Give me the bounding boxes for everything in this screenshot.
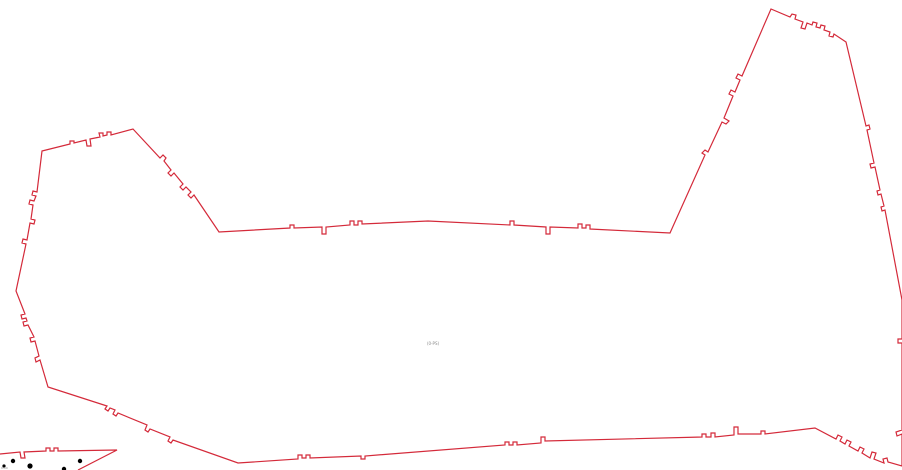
marker-dot (2, 464, 6, 468)
outline-path (15, 8, 902, 467)
corner-outline-path (0, 447, 118, 470)
marker-dot (61, 466, 67, 470)
corner-cut-outline (0, 447, 118, 470)
marker-dot (10, 458, 16, 464)
corner-label: 0-00 (1, 466, 8, 470)
marker-dot (27, 463, 33, 469)
marker-dot (77, 458, 83, 464)
shape-label: (0-PS) (427, 341, 440, 346)
main-cut-outline (15, 8, 902, 467)
registration-dots (2, 458, 83, 470)
